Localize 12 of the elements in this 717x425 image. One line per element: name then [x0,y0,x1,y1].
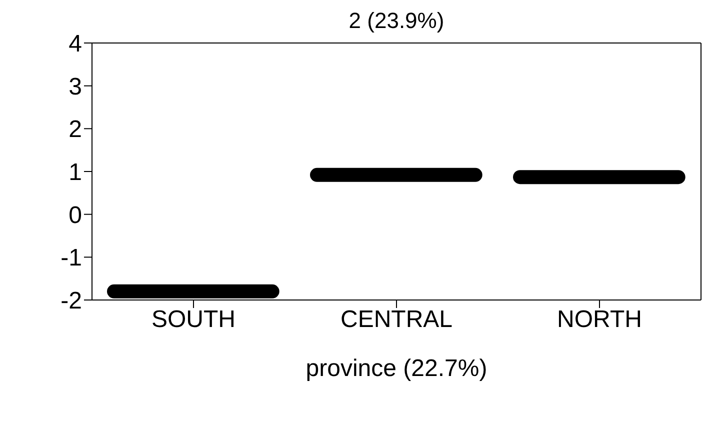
x-tick-label: CENTRAL [340,306,453,334]
y-tick-label: 0 [68,202,82,229]
x-axis-title: province (22.7%) [306,355,488,382]
x-tick-label: NORTH [557,306,642,334]
y-tick-label: 2 [68,116,82,144]
y-tick-label: 4 [68,30,82,58]
chart-title: 2 (23.9%) [348,8,446,34]
y-tick-label: 1 [68,159,82,186]
y-tick-label: -2 [60,288,82,315]
y-tick-label: -1 [60,244,82,272]
y-tick-label: 3 [68,73,82,100]
x-tick-label: SOUTH [152,306,236,334]
